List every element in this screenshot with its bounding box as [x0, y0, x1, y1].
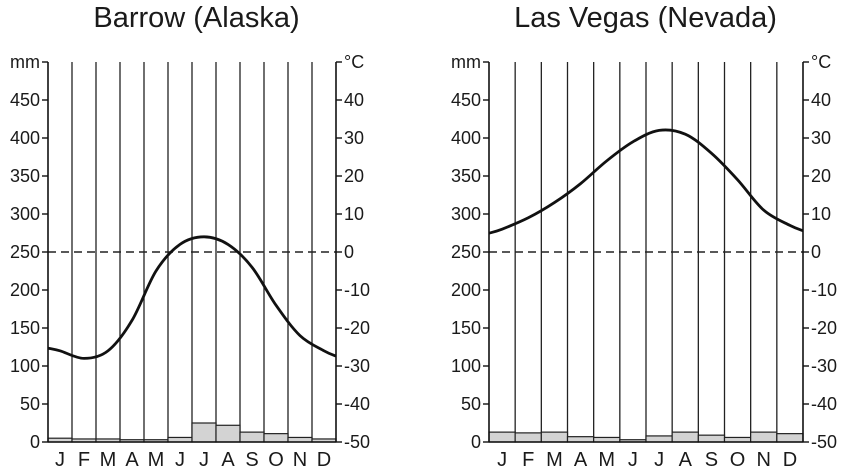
month-label: N: [757, 449, 771, 470]
month-label: M: [546, 449, 563, 470]
precip-bar: [645, 435, 673, 443]
precip-bar: [239, 431, 265, 443]
left-tick-label: 250: [10, 242, 40, 262]
right-tick-label: 40: [811, 90, 831, 110]
month-label: D: [783, 449, 797, 470]
left-tick-label: 0: [471, 432, 481, 452]
month-label: O: [268, 449, 284, 470]
month-label: S: [245, 449, 258, 470]
left-tick-label: 200: [10, 280, 40, 300]
right-tick-label: -40: [344, 394, 370, 414]
month-label: J: [175, 449, 185, 470]
precip-bar: [671, 431, 699, 443]
precip-bar: [697, 434, 726, 443]
left-tick-label: 450: [451, 90, 481, 110]
temperature-line: [488, 128, 804, 235]
month-label: J: [199, 449, 209, 470]
chart-title: Barrow (Alaska): [93, 2, 300, 34]
right-tick-label: 30: [344, 128, 364, 148]
right-axis-unit: °C: [344, 52, 364, 72]
right-tick-label: 20: [811, 166, 831, 186]
left-tick-label: 350: [10, 166, 40, 186]
temperature-line: [47, 235, 337, 360]
left-axis-unit: mm: [10, 52, 40, 72]
left-tick-label: 150: [10, 318, 40, 338]
right-tick-label: 20: [344, 166, 364, 186]
right-tick-label: -50: [344, 432, 370, 452]
precip-bar: [215, 424, 241, 443]
right-tick-label: -20: [344, 318, 370, 338]
right-axis-unit: °C: [811, 52, 831, 72]
precip-bar: [191, 422, 217, 443]
right-tick-label: 40: [344, 90, 364, 110]
precip-bar: [540, 431, 569, 443]
right-tick-label: 10: [811, 204, 831, 224]
month-label: O: [730, 449, 746, 470]
right-tick-label: -30: [811, 356, 837, 376]
precip-bar: [514, 432, 542, 443]
month-label: J: [55, 449, 65, 470]
chart-las-vegas: Las Vegas (Nevada) 0 50 100 150 200 250 300 350…: [421, 0, 842, 470]
month-label: D: [317, 449, 331, 470]
precip-bar: [488, 431, 516, 443]
month-label: M: [598, 449, 615, 470]
right-tick-label: -50: [811, 432, 837, 452]
right-tick-label: -20: [811, 318, 837, 338]
left-tick-label: 100: [10, 356, 40, 376]
right-tick-label: -30: [344, 356, 370, 376]
precip-bar: [776, 433, 804, 443]
left-tick-label: 150: [451, 318, 481, 338]
right-tick-label: -10: [811, 280, 837, 300]
right-tick-label: -10: [344, 280, 370, 300]
left-tick-label: 300: [451, 204, 481, 224]
chart-svg: 050100150200250300350400450mm-50-40-30-2…: [10, 52, 370, 470]
left-axis-unit: mm: [451, 52, 481, 72]
month-label: M: [100, 449, 117, 470]
month-label: S: [705, 449, 718, 470]
month-label: A: [125, 449, 139, 470]
left-tick-label: 450: [10, 90, 40, 110]
month-label: J: [654, 449, 664, 470]
chart-svg: 050100150200250300350400450mm-50-40-30-2…: [451, 52, 837, 470]
left-tick-label: 0: [30, 432, 40, 452]
month-label: M: [148, 449, 165, 470]
left-tick-label: 50: [20, 394, 40, 414]
right-tick-label: 10: [344, 204, 364, 224]
precip-bar: [750, 431, 778, 443]
left-tick-label: 300: [10, 204, 40, 224]
left-tick-label: 350: [451, 166, 481, 186]
month-label: J: [628, 449, 638, 470]
precip-bar: [263, 433, 289, 443]
right-tick-label: 0: [344, 242, 354, 262]
right-tick-label: -40: [811, 394, 837, 414]
left-tick-label: 200: [451, 280, 481, 300]
left-tick-label: 400: [451, 128, 481, 148]
right-tick-label: 0: [811, 242, 821, 262]
chart-title: Las Vegas (Nevada): [514, 2, 777, 34]
month-label: N: [293, 449, 307, 470]
month-label: A: [574, 449, 588, 470]
month-label: A: [221, 449, 235, 470]
month-label: F: [78, 449, 90, 470]
left-tick-label: 400: [10, 128, 40, 148]
right-tick-label: 30: [811, 128, 831, 148]
month-label: J: [497, 449, 507, 470]
left-tick-label: 250: [451, 242, 481, 262]
month-label: F: [522, 449, 534, 470]
left-tick-label: 50: [461, 394, 481, 414]
month-label: A: [679, 449, 693, 470]
chart-barrow: Barrow (Alaska) 0 50 100 150 200 250 300 350 400…: [0, 0, 421, 470]
left-tick-label: 100: [451, 356, 481, 376]
